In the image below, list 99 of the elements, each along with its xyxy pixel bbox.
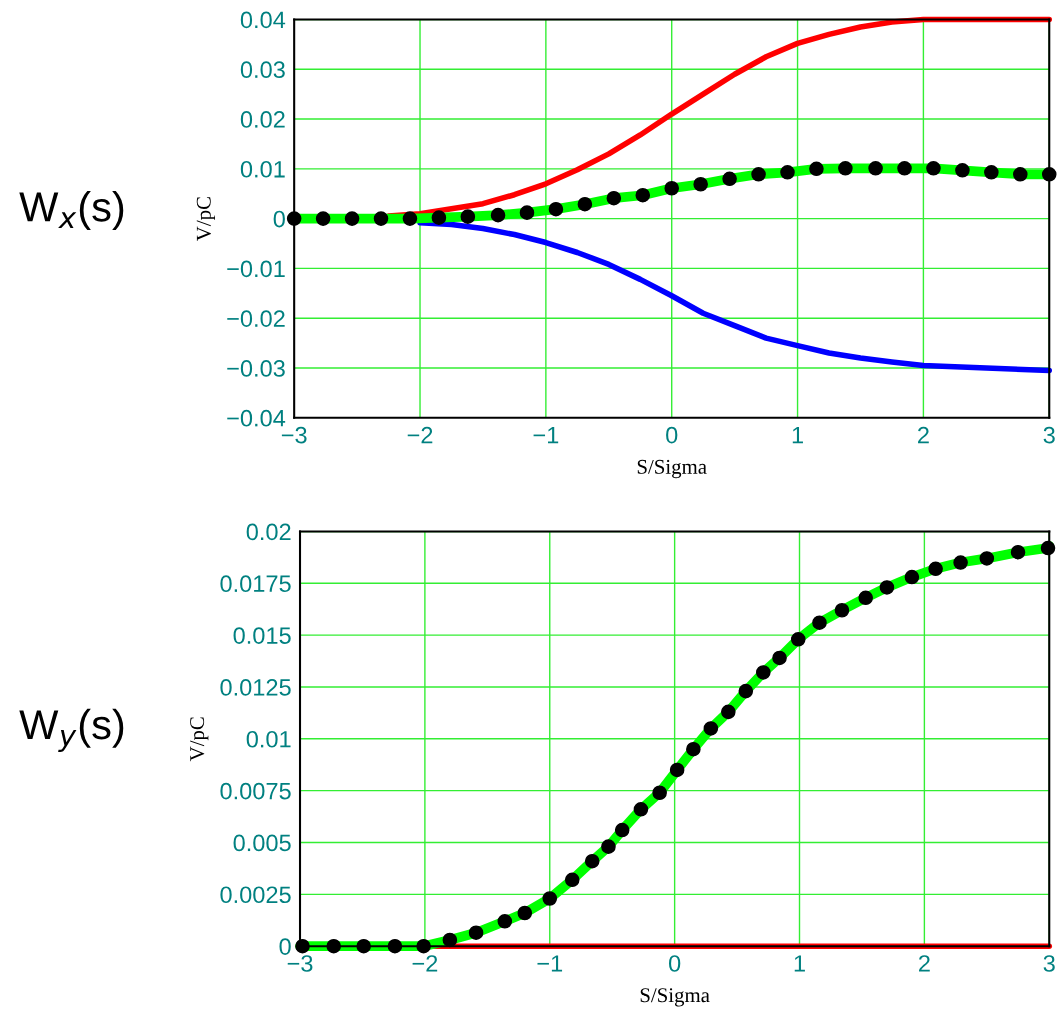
x-tick-label: 3 (1043, 955, 1055, 972)
y-tick-label: 0.02 (240, 111, 285, 128)
point (979, 551, 995, 566)
y-tick-label: −0.01 (227, 260, 285, 278)
point (879, 580, 895, 595)
point (868, 161, 883, 176)
x-tick-label: −1 (537, 955, 563, 972)
x-tick-label: 2 (919, 955, 930, 972)
x-tick-label: 2 (918, 426, 929, 444)
point (1010, 544, 1026, 560)
x-tick-label: 3 (1043, 426, 1055, 444)
point (669, 762, 685, 778)
point (635, 187, 651, 203)
y-tick-label: −0.04 (227, 409, 286, 427)
y-tick-label: 0.0025 (220, 886, 291, 904)
point (1041, 167, 1057, 182)
point (614, 822, 630, 838)
point (953, 555, 968, 570)
point (442, 932, 458, 948)
point (984, 165, 999, 180)
y-tick-label: 0 (279, 938, 291, 955)
point (315, 211, 331, 226)
point (722, 171, 737, 187)
point (955, 163, 970, 178)
point (809, 161, 824, 177)
point (584, 853, 600, 869)
y-tick-label: 0.0175 (220, 575, 291, 593)
point (542, 891, 558, 906)
point (838, 161, 853, 176)
point (633, 802, 649, 817)
point (772, 650, 787, 666)
y-tick-label: 0 (273, 210, 285, 228)
point (460, 209, 476, 224)
point (926, 161, 941, 176)
x-tick-label: −3 (281, 426, 307, 444)
point (416, 938, 431, 954)
point (344, 211, 360, 226)
y-tick-label: −0.03 (227, 360, 285, 377)
point (664, 180, 679, 196)
point (904, 569, 920, 585)
y-tick-label: 0.02 (246, 523, 291, 541)
y-axis-title: V/pC (190, 717, 209, 762)
x-tick-label: −2 (407, 426, 433, 444)
point (286, 211, 302, 226)
point (606, 190, 622, 206)
y-tick-label: 0.015 (233, 627, 291, 644)
y-tick-label: 0.01 (240, 160, 285, 178)
point (468, 925, 484, 940)
point (703, 721, 719, 736)
point (780, 165, 795, 180)
point (517, 905, 533, 921)
text: W$_{x}$(s) (19, 191, 124, 230)
point (387, 938, 403, 954)
y-tick-label: 0.01 (246, 730, 291, 748)
point (1013, 167, 1028, 182)
point (693, 176, 708, 192)
y-tick-label: −0.02 (227, 310, 285, 327)
point (1040, 540, 1056, 556)
x-axis-title: S/Sigma (640, 988, 710, 1007)
x-tick-label: 1 (794, 955, 805, 972)
point (402, 211, 418, 226)
point (373, 211, 389, 226)
point (756, 665, 771, 680)
point (497, 914, 513, 929)
point (519, 205, 535, 220)
point (326, 938, 342, 954)
point (295, 938, 310, 954)
y-tick-label: 0.005 (233, 834, 291, 852)
point (812, 615, 827, 630)
x-tick-label: −1 (533, 426, 559, 444)
point (577, 196, 593, 212)
point (751, 167, 766, 182)
point (356, 938, 371, 954)
point (721, 704, 736, 720)
x-tick-label: 0 (668, 955, 681, 972)
point (897, 161, 912, 176)
y-axis-title: V/pC (196, 197, 215, 241)
text: W$_{y}$(s) (19, 708, 124, 752)
point (601, 839, 616, 854)
point (738, 683, 754, 699)
y-tick-label: 0.0075 (220, 782, 291, 800)
x-tick-label: 0 (666, 426, 678, 444)
y-tick-label: 0.0125 (220, 679, 291, 696)
y-tick-label: 0.04 (240, 11, 286, 29)
point (548, 201, 564, 217)
point (928, 561, 943, 577)
point (834, 602, 850, 618)
point (686, 741, 701, 757)
point (790, 632, 806, 647)
point (858, 590, 873, 606)
x-tick-label: −3 (287, 955, 313, 972)
point (431, 210, 447, 225)
point (564, 872, 580, 888)
y-tick-label: 0.03 (240, 61, 285, 79)
point (490, 207, 506, 223)
x-tick-label: −2 (412, 955, 438, 972)
point (652, 785, 667, 801)
x-axis-title: S/Sigma (637, 459, 707, 479)
x-tick-label: 1 (792, 426, 803, 444)
